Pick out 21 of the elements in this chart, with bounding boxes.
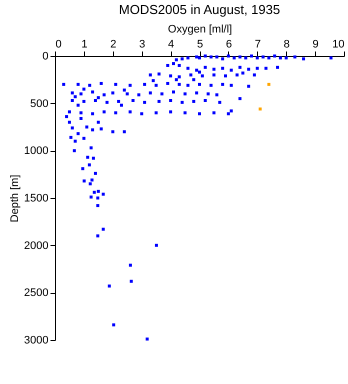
- y-tick-label: 1000: [24, 145, 48, 158]
- y-tick-label: 500: [30, 98, 48, 110]
- y-axis-title: Depth [m]: [9, 174, 22, 222]
- x-axis-title: Oxygen [ml/l]: [168, 24, 232, 36]
- chart-title: MODS2005 in August, 1935: [118, 2, 280, 17]
- y-tick-label: 1500: [24, 192, 48, 204]
- y-tick-label: 2500: [24, 287, 48, 300]
- x-tick-label: 1: [81, 38, 88, 50]
- x-tick-label: 3: [139, 38, 146, 50]
- x-tick-label: 4: [168, 38, 174, 50]
- x-tick-label: 2: [110, 38, 116, 50]
- x-tick-label: 5: [196, 38, 204, 50]
- x-tick-label: 9: [312, 38, 319, 50]
- x-tick-label: 7: [254, 38, 261, 50]
- y-tick-label: 2000: [24, 240, 48, 252]
- x-tick-label: 0: [56, 38, 62, 50]
- x-tick-label: 10: [332, 38, 344, 50]
- x-tick-label: 8: [284, 38, 290, 50]
- y-tick-label: 3000: [24, 334, 48, 346]
- x-tick-label: 6: [226, 38, 232, 50]
- y-tick-label: 0: [42, 50, 48, 62]
